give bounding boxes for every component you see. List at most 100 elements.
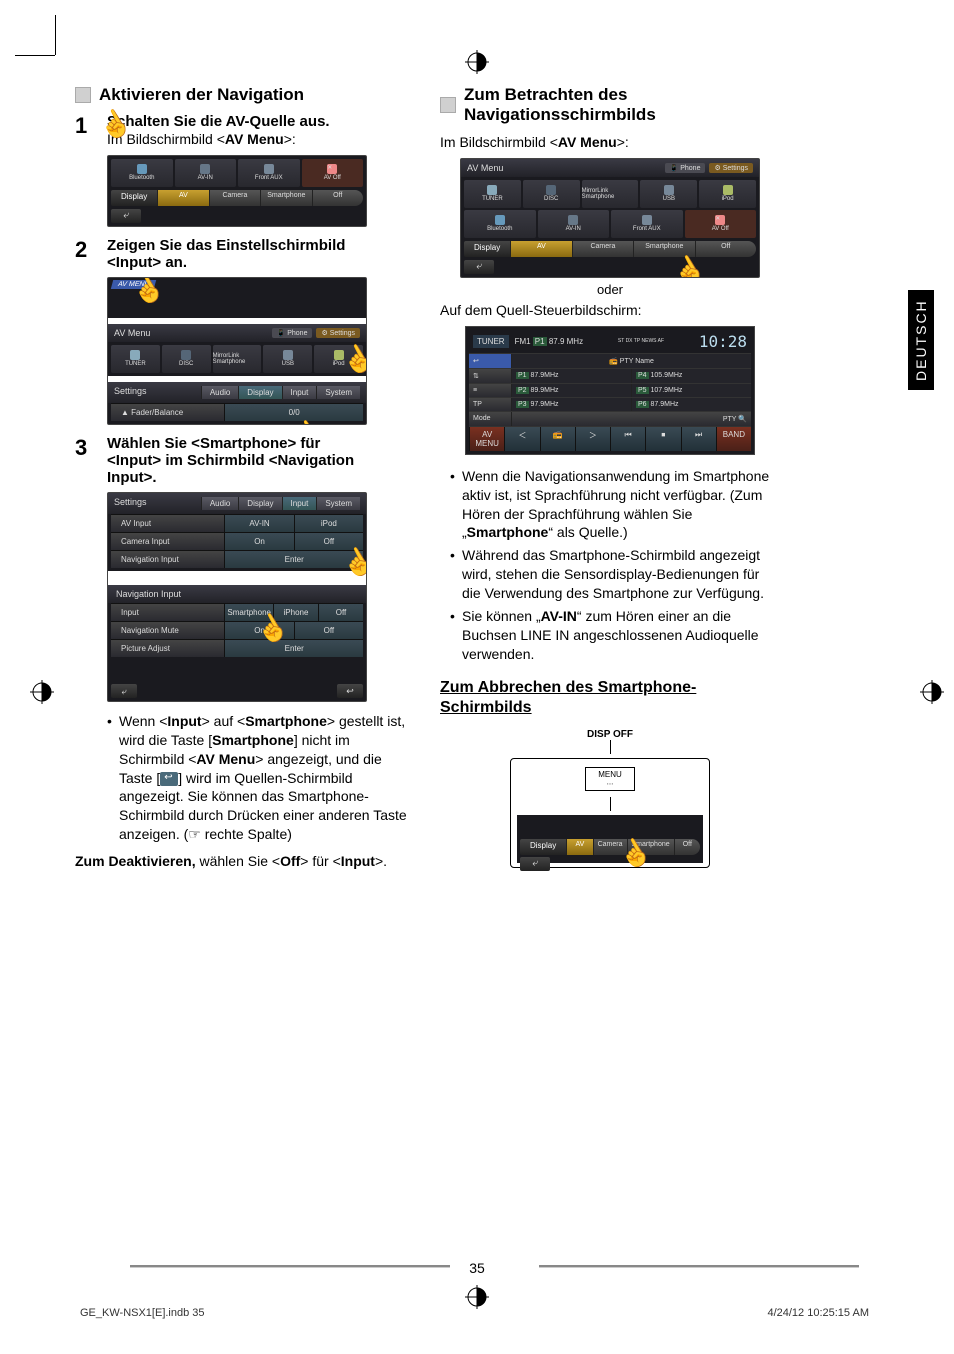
tab-av[interactable]: AV [510,241,571,257]
seek-prev-button[interactable]: ＜ [504,427,539,451]
display-label: Display [464,241,510,257]
step-title: Zeigen Sie das Einstellschirmbild <Input… [107,237,415,271]
tab-audio[interactable]: Audio [201,497,238,510]
side-button[interactable]: ⇅ [469,369,511,383]
tab-off[interactable]: Off [695,241,756,257]
source-cell[interactable]: Bluetooth [464,210,536,238]
av-cell: Front AUX [238,159,300,187]
section-bullet-icon [75,87,91,103]
av-off-figure: ☜ Bluetooth AV-IN Front AUX ✕AV Off Disp… [107,155,367,227]
source-cell[interactable]: USB [263,345,312,373]
step-number: 3 [75,435,97,486]
source-cell[interactable]: AV-IN [538,210,610,238]
bullet-text: Sie können „AV-IN“ zum Hören einer an di… [450,607,780,664]
av-off-button[interactable]: ✕AV Off [685,210,757,238]
source-cell[interactable]: DISC [162,345,211,373]
footer-timestamp: 4/24/12 10:25:15 AM [767,1307,869,1319]
tab-input[interactable]: Input [282,386,317,399]
tab-audio[interactable]: Audio [201,386,238,399]
pty-button[interactable]: PTY 🔍 [511,412,751,426]
preset-button[interactable]: P1 87.9MHz [511,369,631,383]
setting-option[interactable]: Off [294,622,363,639]
tab-off[interactable]: Off [312,190,363,206]
tab-display[interactable]: Display [238,386,281,399]
list-button[interactable]: 📻 [540,427,575,451]
tab-camera[interactable]: Camera [209,190,260,206]
source-cell[interactable]: TUNER [111,345,160,373]
tab-display[interactable]: Display [238,497,281,510]
setting-option[interactable]: Off [318,604,363,621]
phone-button[interactable]: 📱 Phone [665,163,706,173]
tuner-band: FM1 P1 87.9 MHz [515,337,584,346]
deactivate-note: Zum Deaktivieren, wählen Sie <Off> für <… [75,852,415,871]
side-button[interactable]: ↩ [469,354,511,368]
enter-button[interactable]: Enter [224,640,363,657]
source-cell[interactable]: DISC [523,180,580,208]
preset-button[interactable]: P5 107.9MHz [631,384,751,397]
back-button[interactable]: ⤶ [464,260,494,274]
source-cell[interactable]: Front AUX [611,210,683,238]
menu-title: AV Menu [467,163,503,173]
menu-title: AV Menu [114,328,150,338]
skip-prev-button[interactable]: ⏮ [610,427,645,451]
setting-option[interactable]: On [224,622,293,639]
tab-system[interactable]: System [316,386,360,399]
side-button[interactable]: TP [469,398,511,411]
tab-av[interactable]: AV [566,839,592,855]
av-menu-button[interactable]: AV MENU [469,427,504,451]
source-cell[interactable]: MirrorLink Smartphone [213,345,262,373]
step-title: Wählen Sie <Smartphone> für <Input> im S… [107,435,415,486]
tab-off[interactable]: Off [674,839,700,855]
preset-button[interactable]: P4 105.9MHz [631,369,751,383]
tab-system[interactable]: System [316,497,360,510]
preset-button[interactable]: P3 97.9MHz [511,398,631,411]
source-cell[interactable]: MirrorLink Smartphone [582,180,639,208]
side-button[interactable]: ≡ [469,384,511,397]
av-off-button[interactable]: ✕AV Off [302,159,364,187]
setting-option[interactable]: iPhone [273,604,318,621]
settings-button[interactable]: ⚙ Settings [316,328,360,338]
return-button[interactable]: ↩ [337,684,363,698]
menu-hardware-button[interactable]: MENU∙∙∙ [585,767,635,791]
tab-smartphone[interactable]: Smartphone [627,839,674,855]
cancel-heading: Zum Abbrechen des Smartphone- Schirmbild… [440,678,780,720]
mode-button[interactable]: Mode [469,412,511,426]
av-menu-corner-button[interactable]: AV MENU [111,280,157,289]
tab-camera[interactable]: Camera [593,839,627,855]
tuner-flags: ST DX TP NEWS AF [618,338,664,344]
back-button[interactable]: ⤶ [520,857,550,871]
stop-button[interactable]: ⏹ [645,427,680,451]
setting-option[interactable]: On [224,533,293,550]
band-button[interactable]: BAND [716,427,751,451]
setting-option[interactable]: Smartphone [224,604,273,621]
setting-option[interactable]: AV-IN [224,515,293,532]
seek-next-button[interactable]: ＞ [575,427,610,451]
enter-button[interactable]: Enter [224,551,363,568]
skip-next-button[interactable]: ⏭ [681,427,716,451]
step-number: 1 [75,113,97,149]
av-cell: Bluetooth [111,159,173,187]
tab-smartphone[interactable]: Smartphone [633,241,694,257]
settings-button[interactable]: ⚙ Settings [709,163,753,173]
pty-name: 📻 PTY Name [511,354,751,368]
preset-button[interactable]: P6 87.9MHz [631,398,751,411]
source-cell[interactable]: iPod [314,345,363,373]
source-cell[interactable]: iPod [699,180,756,208]
section-title: Aktivieren der Navigation [99,85,304,105]
setting-label: ▲ Fader/Balance [111,404,224,421]
setting-value: 0/0 [224,404,363,421]
tab-input[interactable]: Input [282,497,317,510]
tab-av[interactable]: AV [157,190,208,206]
setting-option[interactable]: iPod [294,515,363,532]
phone-button[interactable]: 📱 Phone [272,328,313,338]
back-button[interactable]: ⤶ [111,684,137,698]
source-cell[interactable]: USB [640,180,697,208]
preset-button[interactable]: P2 89.9MHz [511,384,631,397]
back-button[interactable]: ⤶ [111,209,141,223]
setting-label: Input [111,604,224,621]
tuner-clock: 10:28 [699,332,747,351]
tab-smartphone[interactable]: Smartphone [260,190,311,206]
setting-option[interactable]: Off [294,533,363,550]
source-cell[interactable]: TUNER [464,180,521,208]
tab-camera[interactable]: Camera [572,241,633,257]
